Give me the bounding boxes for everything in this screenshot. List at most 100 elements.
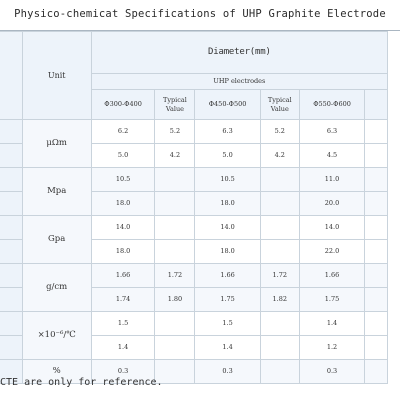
unit-cell: ×10⁻⁶/℃ [21, 311, 92, 360]
label-header-cell [0, 31, 23, 120]
row-label [0, 263, 23, 288]
value-cell: 10.5 [194, 167, 261, 192]
value-cell: 1.5 [90, 311, 156, 336]
value-cell: 18.0 [194, 239, 261, 264]
unit-cell: Gpa [21, 215, 92, 264]
column-header: Φ550-Φ600 [298, 89, 366, 120]
table-row: g/cm 1.66 1.72 1.66 1.72 1.66 [0, 263, 388, 312]
value-cell [364, 263, 388, 288]
value-cell: 5.0 [194, 143, 261, 168]
value-cell: 1.82 [259, 287, 300, 312]
value-cell [154, 239, 196, 264]
table-row: Gpa 14.0 14.0 14.0 [0, 215, 388, 264]
value-cell: 18.0 [90, 239, 156, 264]
value-cell: 1.72 [154, 263, 196, 288]
table-row: e 1.4 1.4 1.2 [0, 335, 388, 360]
value-cell: 1.75 [298, 287, 366, 312]
value-cell [364, 311, 388, 336]
row-label: e [0, 335, 23, 360]
row-label: a [0, 239, 23, 264]
value-cell: 18.0 [194, 191, 261, 216]
table-row: e1.741.801.751.821.75 [0, 287, 388, 312]
value-cell [154, 359, 196, 384]
table-row: Mpa 10.5 10.5 11.0 [0, 167, 388, 216]
value-cell: 4.5 [298, 143, 366, 168]
value-cell [259, 239, 300, 264]
value-cell [259, 167, 300, 192]
value-cell: 22.0 [298, 239, 366, 264]
value-cell: 1.4 [298, 311, 366, 336]
table-row: ×10⁻⁶/℃ 1.5 1.5 1.4 [0, 311, 388, 360]
value-cell: 4.2 [259, 143, 300, 168]
value-cell: 1.72 [259, 263, 300, 288]
value-cell [259, 215, 300, 240]
value-cell: 14.0 [298, 215, 366, 240]
diameter-header: Diameter(mm) [90, 31, 389, 74]
value-cell [364, 167, 388, 192]
value-cell: 1.5 [194, 311, 261, 336]
value-cell [259, 311, 300, 336]
unit-cell: μΩm [21, 119, 92, 168]
footnote: CTE are only for reference. [0, 377, 163, 388]
value-cell: 6.3 [194, 119, 261, 144]
value-cell: 1.66 [90, 263, 156, 288]
value-cell: 14.0 [194, 215, 261, 240]
value-cell [154, 335, 196, 360]
spec-table-body: Unit Diameter(mm) UHP electrodes Φ300-Φ4… [0, 31, 389, 384]
value-cell [154, 311, 196, 336]
value-cell: 10.5 [90, 167, 156, 192]
value-cell: 1.4 [194, 335, 261, 360]
value-cell: 1.75 [194, 287, 261, 312]
value-cell [364, 143, 388, 168]
value-cell: 20.0 [298, 191, 366, 216]
value-cell: 1.66 [298, 263, 366, 288]
row-label [0, 311, 23, 336]
value-cell [364, 359, 388, 384]
value-cell [364, 191, 388, 216]
unit-cell: Mpa [21, 167, 92, 216]
value-cell [259, 191, 300, 216]
value-cell: 14.0 [90, 215, 156, 240]
value-cell [364, 335, 388, 360]
value-cell: 0.3 [194, 359, 261, 384]
value-cell: 1.80 [154, 287, 196, 312]
uhp-electrodes-header: UHP electrodes [90, 73, 389, 90]
value-cell: 5.2 [259, 119, 300, 144]
column-header: Typical Value [154, 89, 196, 120]
value-cell [154, 167, 196, 192]
value-cell: 1.2 [298, 335, 366, 360]
value-cell [154, 191, 196, 216]
value-cell: 0.3 [298, 359, 366, 384]
column-header [364, 89, 388, 120]
title-divider [0, 30, 400, 31]
unit-header: Unit [21, 31, 92, 120]
unit-cell: g/cm [21, 263, 92, 312]
value-cell [259, 359, 300, 384]
spec-table: Unit Diameter(mm) UHP electrodes Φ300-Φ4… [0, 31, 389, 384]
value-cell: 5.0 [90, 143, 156, 168]
value-cell: 11.0 [298, 167, 366, 192]
row-label [0, 167, 23, 192]
value-cell [154, 215, 196, 240]
value-cell: 6.2 [90, 119, 156, 144]
value-cell [364, 215, 388, 240]
table-row: % 0.3 0.3 0.3 [0, 359, 388, 384]
value-cell: 4.2 [154, 143, 196, 168]
value-cell [364, 287, 388, 312]
row-label [0, 119, 23, 144]
value-cell: 1.66 [194, 263, 261, 288]
value-cell: 5.2 [154, 119, 196, 144]
value-cell: 0.3 [90, 359, 156, 384]
row-label: e [0, 191, 23, 216]
table-row: e 18.0 18.0 20.0 [0, 191, 388, 216]
column-header: Φ300-Φ400 [90, 89, 156, 120]
row-label [0, 215, 23, 240]
value-cell [259, 335, 300, 360]
value-cell: 1.4 [90, 335, 156, 360]
row-label [0, 359, 23, 384]
value-cell [364, 239, 388, 264]
table-row: μΩm 6.2 5.2 6.3 5.2 6.3 [0, 119, 388, 168]
column-header: Φ450-Φ500 [194, 89, 261, 120]
value-cell [364, 119, 388, 144]
